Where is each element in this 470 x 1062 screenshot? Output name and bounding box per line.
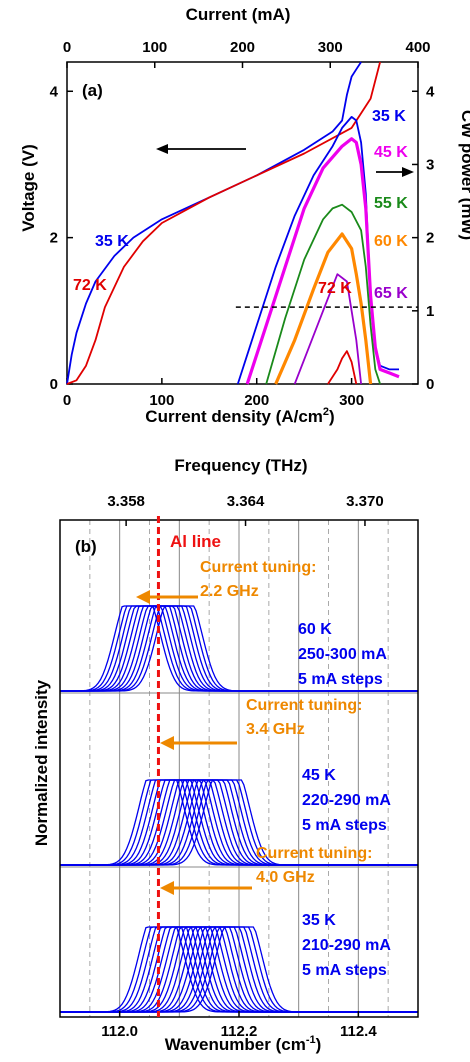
power-curve-60k: [274, 232, 373, 385]
power-curve-45k: [245, 137, 400, 385]
tuning-arrow-head: [160, 736, 174, 750]
top-tick-label-a: 0: [63, 39, 71, 56]
group-temperature: 35 K: [302, 912, 336, 929]
tuning-arrow-head: [160, 881, 174, 895]
arrow-right-head: [402, 167, 414, 177]
arrow-left-head: [156, 144, 168, 154]
series-label-35k: 35 K: [95, 233, 129, 250]
right-ticks-a: 0 1 2 3 4: [412, 83, 435, 393]
top-tick-label-a: 200: [230, 39, 255, 56]
x-axis-label-b: Wavenumber (cm-1): [165, 1034, 322, 1054]
bottom-tick-label-a: 200: [244, 392, 269, 409]
top-tick-label-b: 3.370: [346, 493, 384, 510]
top-axis-label-a: Current (mA): [186, 5, 291, 24]
voltage-curve-35k: [66, 61, 362, 385]
series-label-55k: 55 K: [374, 195, 408, 212]
tuning-title: Current tuning:: [200, 559, 316, 576]
power-curve-65k: [293, 273, 362, 385]
series-label-72k: 72 K: [318, 280, 352, 297]
bottom-tick-label-a: 0: [63, 392, 71, 409]
right-tick-label-a: 1: [426, 303, 434, 320]
group-temperature: 60 K: [298, 621, 332, 638]
tuning-title: Current tuning:: [256, 845, 372, 862]
left-tick-label-a: 2: [50, 230, 58, 247]
panel-b: Frequency (THz) 3.358 3.364 3.370 (b) Al l…: [32, 456, 419, 1054]
al-line-label: Al line: [170, 532, 221, 551]
spectrum-trace: [60, 605, 418, 692]
series-label-45k: 45 K: [374, 144, 408, 161]
right-tick-label-a: 0: [426, 376, 434, 393]
bottom-tick-label-b: 112.0: [101, 1023, 138, 1040]
plot-border-a: [66, 61, 419, 385]
panel-a: Current (mA) 0 100 200 300 400 (a) 0 2 4 0 1 2 3 4…: [19, 5, 470, 426]
top-ticks-b: 3.358 3.364 3.370: [107, 493, 384, 526]
group-step: 5 mA steps: [302, 962, 387, 979]
series-labels-a: 35 K 72 K 35 K 45 K 55 K 60 K 65 K 72 K: [73, 108, 408, 302]
tuning-title: Current tuning:: [246, 697, 362, 714]
group-current-range: 220-290 mA: [302, 792, 391, 809]
bottom-tick-label-a: 300: [339, 392, 364, 409]
spectrum-trace: [60, 779, 418, 866]
y-left-label-a: Voltage (V): [19, 144, 38, 232]
top-ticks-a: 0 100 200 300 400: [63, 39, 431, 68]
group-step: 5 mA steps: [298, 671, 383, 688]
right-tick-label-a: 3: [426, 156, 434, 173]
series-label-35k: 35 K: [372, 108, 406, 125]
annotations-b: Current tuning: 2.2 GHz 60 K 250-300 mA 5 mA…: [136, 559, 391, 979]
series-label-72k: 72 K: [73, 277, 107, 294]
top-axis-label-b: Frequency (THz): [174, 456, 307, 475]
bottom-tick-label-b: 112.4: [340, 1023, 377, 1040]
plot-frame-a: [66, 61, 419, 385]
left-tick-label-a: 0: [50, 376, 58, 393]
panel-label-a: (a): [82, 81, 103, 100]
left-tick-label-a: 4: [50, 83, 59, 100]
tuning-arrow-head: [136, 590, 150, 604]
top-tick-label-b: 3.364: [227, 493, 265, 510]
top-tick-label-b: 3.358: [107, 493, 145, 510]
left-ticks-a: 0 2 4: [50, 83, 73, 393]
tuning-value: 2.2 GHz: [200, 583, 259, 600]
tuning-value: 4.0 GHz: [256, 869, 315, 886]
top-tick-label-a: 300: [318, 39, 343, 56]
voltage-curve-72k: [66, 61, 381, 385]
bottom-tick-label-b: 112.2: [221, 1023, 258, 1040]
top-tick-label-a: 400: [405, 39, 430, 56]
x-axis-label-a: Current density (A/cm2): [145, 406, 334, 426]
group-current-range: 250-300 mA: [298, 646, 387, 663]
annotations-a: [156, 144, 414, 177]
bottom-ticks-a: 0 100 200 300: [63, 378, 364, 409]
group-step: 5 mA steps: [302, 817, 387, 834]
bottom-tick-label-a: 100: [149, 392, 174, 409]
power-curve-72k: [327, 350, 358, 385]
bottom-ticks-b: 112.0 112.2 112.4: [101, 1011, 377, 1040]
series-label-60k: 60 K: [374, 233, 408, 250]
right-tick-label-a: 4: [426, 83, 435, 100]
y-right-label-a: CW power (mW): [458, 110, 470, 240]
y-axis-label-b: Normalized intensity: [32, 679, 51, 846]
group-temperature: 45 K: [302, 767, 336, 784]
tuning-value: 3.4 GHz: [246, 721, 305, 738]
right-tick-label-a: 2: [426, 230, 434, 247]
panel-label-b: (b): [75, 537, 97, 556]
series-a: [66, 61, 418, 385]
top-tick-label-a: 100: [142, 39, 167, 56]
power-curve-55k: [265, 203, 381, 385]
group-current-range: 210-290 mA: [302, 937, 391, 954]
series-label-65k: 65 K: [374, 285, 408, 302]
